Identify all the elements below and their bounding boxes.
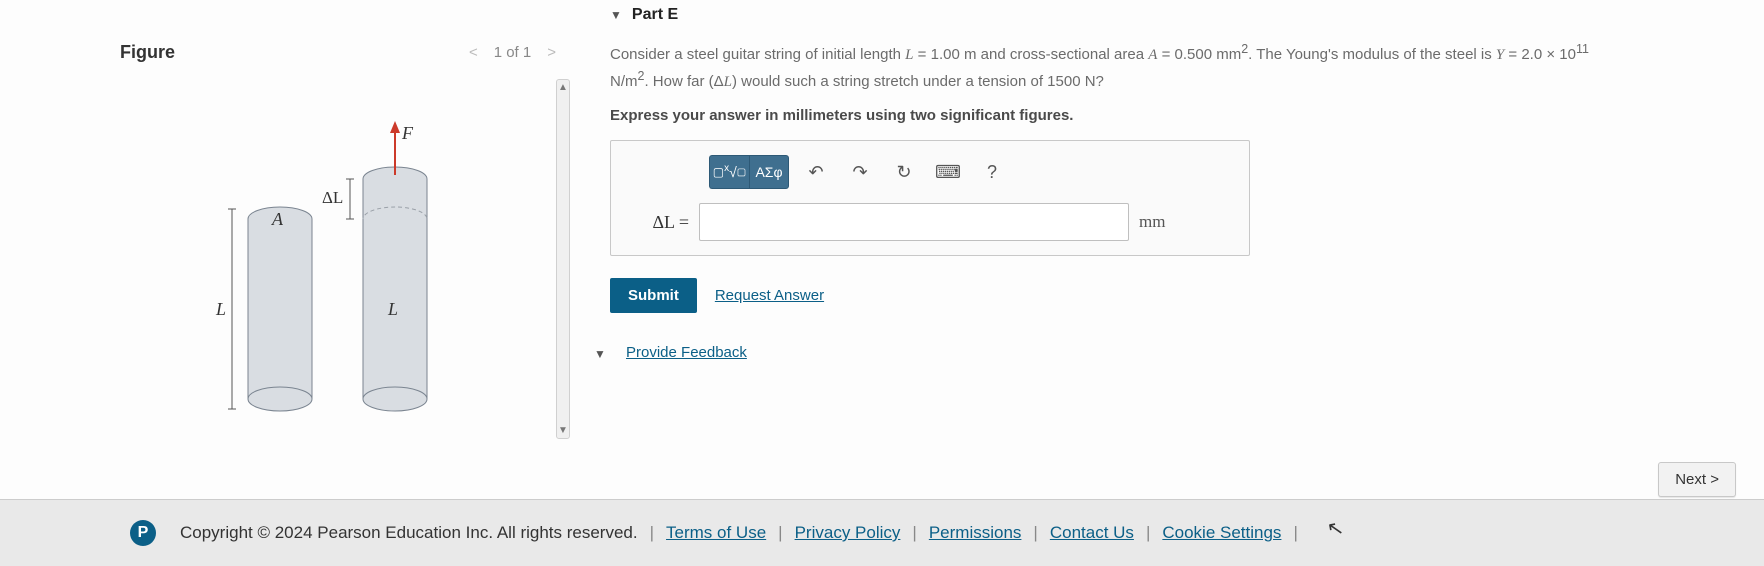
label-A: A [271,209,284,229]
figure-prev[interactable]: < [465,44,482,61]
footer-link-permissions[interactable]: Permissions [929,523,1022,543]
copyright-text: Copyright © 2024 Pearson Education Inc. … [180,523,638,543]
figure-diagram: A L [210,109,470,449]
figure-next[interactable]: > [543,44,560,61]
undo-button[interactable]: ↶ [799,155,833,189]
pearson-logo-icon: P [130,520,156,546]
label-dL: ΔL [322,188,343,207]
submit-button[interactable]: Submit [610,278,697,313]
footer-link-contact[interactable]: Contact Us [1050,523,1134,543]
scroll-up-icon[interactable]: ▲ [558,82,568,93]
problem-text: Consider a steel guitar string of initia… [610,40,1630,93]
figure-count: 1 of 1 [494,44,532,61]
reset-button[interactable]: ↻ [887,155,921,189]
answer-unit: mm [1139,212,1165,232]
footer-link-privacy[interactable]: Privacy Policy [795,523,901,543]
request-answer-link[interactable]: Request Answer [715,287,824,304]
provide-feedback-link[interactable]: Provide Feedback [626,344,747,361]
next-button[interactable]: Next > [1658,462,1736,497]
help-button[interactable]: ? [975,155,1009,189]
label-F: F [401,123,414,143]
cursor-icon: ↖ [1325,515,1346,543]
answer-box: ▢x√▢ ΑΣφ ↶ ↷ ↻ ⌨ ? ΔL = mm [610,140,1250,256]
redo-button[interactable]: ↷ [843,155,877,189]
feedback-collapse-icon[interactable]: ▼ [594,347,606,361]
label-L-left: L [215,299,226,319]
figure-body: A L [120,69,560,449]
answer-toolbar: ▢x√▢ ΑΣφ ↶ ↷ ↻ ⌨ ? [709,155,1231,189]
footer: P Copyright © 2024 Pearson Education Inc… [0,520,1764,546]
figure-panel: Figure < 1 of 1 > A [120,42,560,449]
part-title: Part E [632,6,678,24]
answer-label: ΔL = [629,212,689,233]
figure-scrollbar[interactable]: ▲ ▼ [556,79,570,439]
scroll-down-icon[interactable]: ▼ [558,425,568,436]
footer-link-cookies[interactable]: Cookie Settings [1162,523,1281,543]
instruction-text: Express your answer in millimeters using… [610,107,1740,124]
figure-pager: < 1 of 1 > [465,44,560,61]
keyboard-button[interactable]: ⌨ [931,155,965,189]
part-header[interactable]: ▼ Part E [610,0,1740,40]
label-L-right: L [387,299,398,319]
collapse-icon[interactable]: ▼ [610,8,622,22]
answer-input[interactable] [699,203,1129,241]
templates-button[interactable]: ▢x√▢ [709,155,749,189]
footer-link-terms[interactable]: Terms of Use [666,523,766,543]
greek-button[interactable]: ΑΣφ [749,155,789,189]
figure-title: Figure [120,42,175,63]
